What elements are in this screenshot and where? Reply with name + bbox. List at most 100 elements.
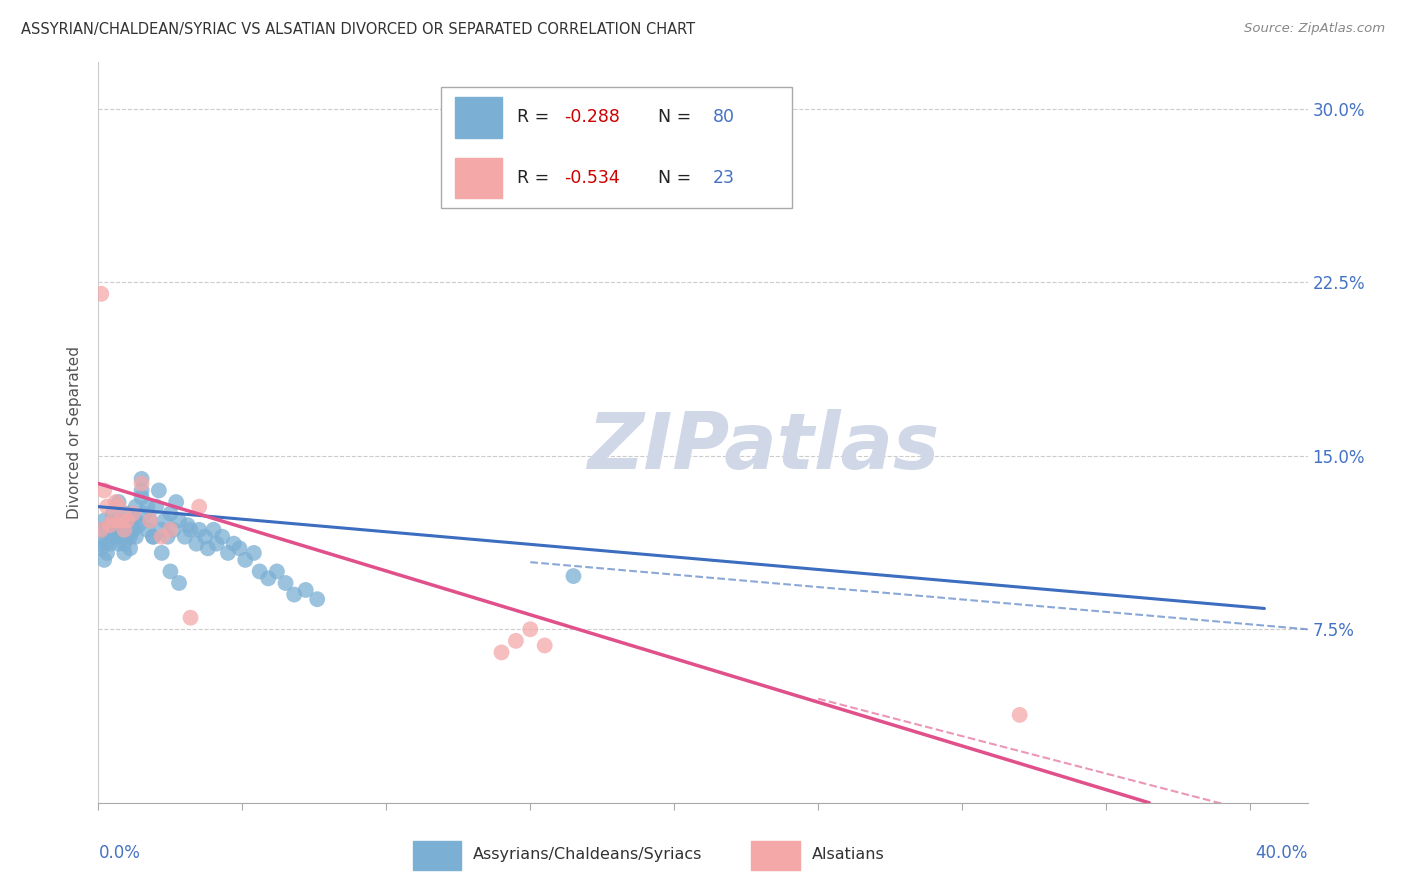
Point xyxy=(233,553,256,567)
Point xyxy=(101,530,124,544)
Point xyxy=(110,530,132,544)
Point xyxy=(107,536,129,550)
Y-axis label: Divorced or Separated: Divorced or Separated xyxy=(67,346,83,519)
Point xyxy=(120,541,142,556)
Point xyxy=(122,523,145,537)
Point xyxy=(104,514,127,528)
Point xyxy=(139,514,162,528)
Point xyxy=(153,514,176,528)
Point xyxy=(122,523,145,537)
Point xyxy=(107,523,129,537)
Point xyxy=(115,518,138,533)
Point xyxy=(562,569,585,583)
Point xyxy=(98,518,121,533)
Point xyxy=(249,565,271,579)
Point xyxy=(115,507,138,521)
Point xyxy=(134,507,156,521)
Point xyxy=(110,514,132,528)
Point xyxy=(93,483,115,498)
Point xyxy=(186,536,208,550)
Point xyxy=(98,518,121,533)
Point xyxy=(180,610,202,624)
Point xyxy=(104,523,127,537)
Text: ZIPatlas: ZIPatlas xyxy=(588,409,939,485)
Point xyxy=(112,523,135,537)
Point xyxy=(93,553,115,567)
Point xyxy=(101,530,124,544)
Point xyxy=(131,476,153,491)
Point xyxy=(107,500,129,514)
Point xyxy=(122,514,145,528)
Point xyxy=(136,500,159,514)
Point xyxy=(131,483,153,498)
Point xyxy=(197,541,219,556)
Point xyxy=(115,530,138,544)
Point xyxy=(283,588,305,602)
Point xyxy=(107,495,129,509)
Point xyxy=(176,518,198,533)
Point xyxy=(148,483,170,498)
Point xyxy=(180,523,202,537)
Point xyxy=(139,514,162,528)
Point xyxy=(96,523,118,537)
Point xyxy=(188,523,211,537)
Point xyxy=(194,530,217,544)
Point xyxy=(112,546,135,560)
Point xyxy=(243,546,266,560)
Point xyxy=(115,514,138,528)
Point xyxy=(150,546,173,560)
Point xyxy=(150,523,173,537)
Point xyxy=(101,514,124,528)
Point xyxy=(122,507,145,521)
Point xyxy=(533,639,555,653)
Point xyxy=(98,536,121,550)
Point xyxy=(173,530,195,544)
Point xyxy=(101,507,124,521)
Point xyxy=(491,645,513,659)
Point xyxy=(90,286,112,301)
Point xyxy=(96,546,118,560)
Point xyxy=(96,500,118,514)
Point xyxy=(145,500,167,514)
Point xyxy=(110,530,132,544)
Point xyxy=(188,500,211,514)
Point xyxy=(93,514,115,528)
Point xyxy=(131,472,153,486)
Point xyxy=(202,523,225,537)
Point xyxy=(136,523,159,537)
Point xyxy=(519,622,541,636)
Point xyxy=(128,518,150,533)
Point xyxy=(110,514,132,528)
Point xyxy=(156,530,179,544)
Point xyxy=(1008,707,1031,722)
Point xyxy=(104,495,127,509)
Point xyxy=(125,530,148,544)
Point xyxy=(294,582,316,597)
Point xyxy=(159,565,181,579)
Point xyxy=(257,571,280,585)
Point xyxy=(505,633,527,648)
Point xyxy=(167,576,190,591)
Point xyxy=(90,536,112,550)
Point xyxy=(125,514,148,528)
Point xyxy=(217,546,239,560)
Text: Source: ZipAtlas.com: Source: ZipAtlas.com xyxy=(1244,22,1385,36)
Point xyxy=(307,592,329,607)
Point xyxy=(112,523,135,537)
Point xyxy=(228,541,250,556)
Point xyxy=(159,523,181,537)
Point xyxy=(222,536,245,550)
Point xyxy=(131,491,153,505)
Point xyxy=(205,536,228,550)
Point xyxy=(120,530,142,544)
Point xyxy=(150,530,173,544)
Point xyxy=(167,514,190,528)
Text: 40.0%: 40.0% xyxy=(1256,844,1308,862)
Point xyxy=(159,507,181,521)
Point xyxy=(266,565,288,579)
Text: ASSYRIAN/CHALDEAN/SYRIAC VS ALSATIAN DIVORCED OR SEPARATED CORRELATION CHART: ASSYRIAN/CHALDEAN/SYRIAC VS ALSATIAN DIV… xyxy=(21,22,695,37)
Text: 0.0%: 0.0% xyxy=(98,844,141,862)
Point xyxy=(162,523,184,537)
Point xyxy=(142,530,165,544)
Point xyxy=(90,523,112,537)
